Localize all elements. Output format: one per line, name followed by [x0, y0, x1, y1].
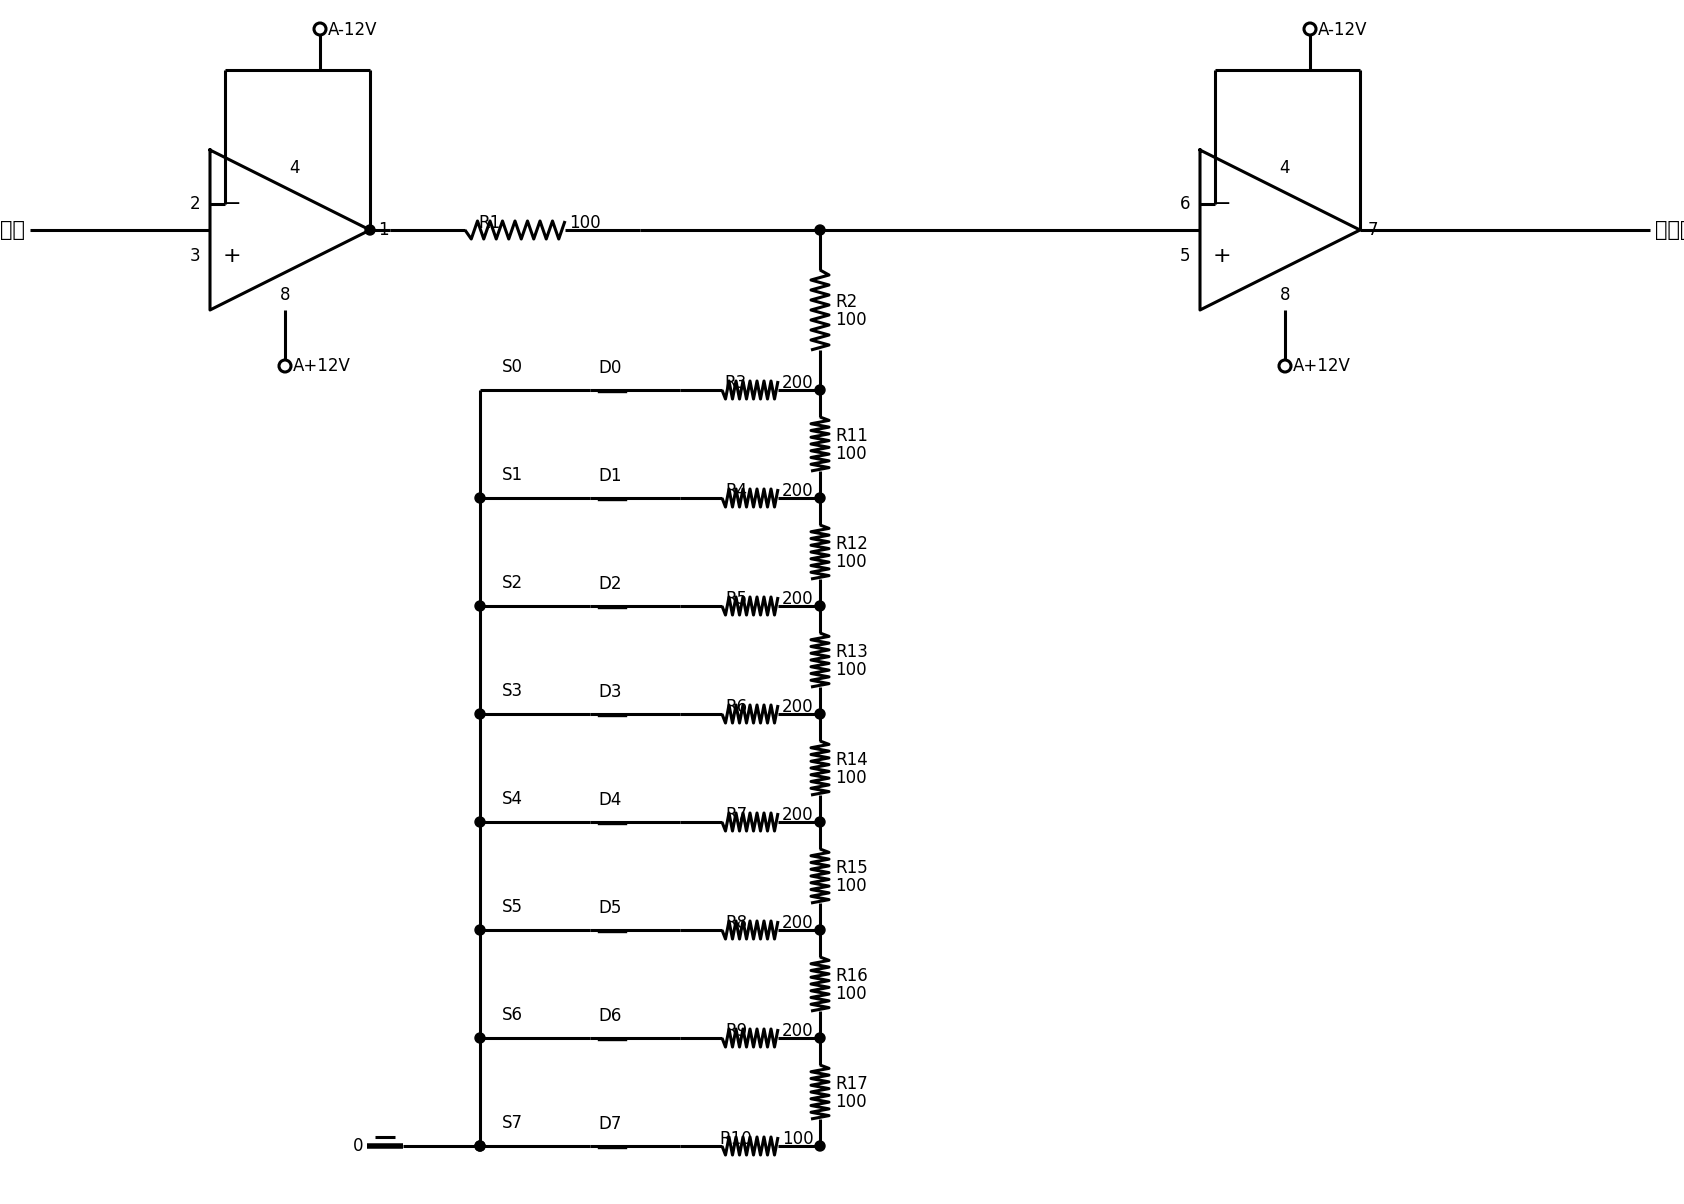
- Text: D7: D7: [598, 1115, 621, 1133]
- Text: S0: S0: [502, 358, 524, 376]
- Text: A-12V: A-12V: [328, 20, 377, 39]
- Circle shape: [815, 492, 825, 503]
- Circle shape: [475, 492, 485, 503]
- Text: S5: S5: [502, 898, 524, 916]
- Circle shape: [475, 1033, 485, 1043]
- Text: 200: 200: [781, 805, 813, 824]
- Text: 100: 100: [835, 1093, 867, 1111]
- Text: R10: R10: [719, 1131, 753, 1147]
- Text: S4: S4: [502, 790, 524, 808]
- Circle shape: [475, 1141, 485, 1151]
- Circle shape: [815, 385, 825, 395]
- Circle shape: [815, 1033, 825, 1043]
- Text: −: −: [1212, 194, 1231, 213]
- Text: 200: 200: [781, 374, 813, 393]
- Text: S3: S3: [502, 681, 524, 700]
- Circle shape: [475, 818, 485, 827]
- Text: 100: 100: [835, 877, 867, 895]
- Text: 5: 5: [1179, 247, 1191, 265]
- Text: 100: 100: [835, 661, 867, 679]
- Circle shape: [365, 225, 376, 235]
- Text: D6: D6: [598, 1007, 621, 1025]
- Circle shape: [815, 601, 825, 610]
- Text: 200: 200: [781, 590, 813, 608]
- Circle shape: [815, 925, 825, 936]
- Text: A+12V: A+12V: [293, 358, 350, 374]
- Text: R15: R15: [835, 858, 867, 877]
- Text: 100: 100: [835, 445, 867, 464]
- Text: 100: 100: [569, 214, 601, 232]
- Text: R8: R8: [724, 914, 748, 932]
- Text: 4: 4: [1280, 159, 1290, 177]
- Text: R5: R5: [724, 590, 748, 608]
- Text: 6: 6: [1179, 195, 1191, 213]
- Text: D0: D0: [598, 359, 621, 377]
- Text: D5: D5: [598, 899, 621, 917]
- Text: D3: D3: [598, 683, 621, 701]
- Text: R11: R11: [835, 427, 867, 445]
- Text: S6: S6: [502, 1007, 524, 1023]
- Text: D4: D4: [598, 791, 621, 809]
- Text: R16: R16: [835, 967, 867, 985]
- Text: R17: R17: [835, 1075, 867, 1093]
- Text: 100: 100: [835, 311, 867, 329]
- Text: 0: 0: [352, 1137, 364, 1155]
- Circle shape: [475, 1141, 485, 1151]
- Text: R4: R4: [724, 482, 748, 500]
- Text: 200: 200: [781, 1022, 813, 1040]
- Text: 2: 2: [189, 195, 200, 213]
- Text: 信号输出: 信号输出: [1655, 220, 1684, 240]
- Text: 100: 100: [781, 1131, 813, 1147]
- Text: 100: 100: [835, 985, 867, 1003]
- Text: 100: 100: [835, 769, 867, 787]
- Circle shape: [815, 709, 825, 719]
- Text: 7: 7: [1367, 222, 1379, 240]
- Text: R6: R6: [724, 698, 748, 716]
- Text: 4: 4: [290, 159, 300, 177]
- Text: +: +: [1212, 247, 1231, 266]
- Text: S7: S7: [502, 1114, 524, 1132]
- Text: 200: 200: [781, 698, 813, 716]
- Text: R7: R7: [724, 805, 748, 824]
- Text: 100: 100: [835, 553, 867, 571]
- Text: R1: R1: [478, 214, 502, 232]
- Text: 1: 1: [377, 222, 389, 240]
- Text: R9: R9: [724, 1022, 748, 1040]
- Text: A-12V: A-12V: [1319, 20, 1367, 39]
- Text: 8: 8: [1280, 287, 1290, 303]
- Text: 8: 8: [280, 287, 290, 303]
- Circle shape: [475, 601, 485, 610]
- Text: R12: R12: [835, 535, 867, 553]
- Text: −: −: [222, 194, 241, 213]
- Text: R3: R3: [724, 374, 748, 393]
- Circle shape: [475, 709, 485, 719]
- Text: +: +: [222, 247, 241, 266]
- Text: D2: D2: [598, 576, 621, 594]
- Text: S2: S2: [502, 574, 524, 592]
- Circle shape: [815, 225, 825, 235]
- Text: S1: S1: [502, 466, 524, 484]
- Circle shape: [815, 1141, 825, 1151]
- Text: 3: 3: [189, 247, 200, 265]
- Text: 200: 200: [781, 914, 813, 932]
- Circle shape: [475, 925, 485, 936]
- Text: 信号输入: 信号输入: [0, 220, 25, 240]
- Text: R13: R13: [835, 643, 867, 661]
- Circle shape: [815, 818, 825, 827]
- Text: R2: R2: [835, 293, 857, 311]
- Text: R14: R14: [835, 751, 867, 769]
- Text: A+12V: A+12V: [1293, 358, 1351, 374]
- Text: D1: D1: [598, 467, 621, 485]
- Text: 200: 200: [781, 482, 813, 500]
